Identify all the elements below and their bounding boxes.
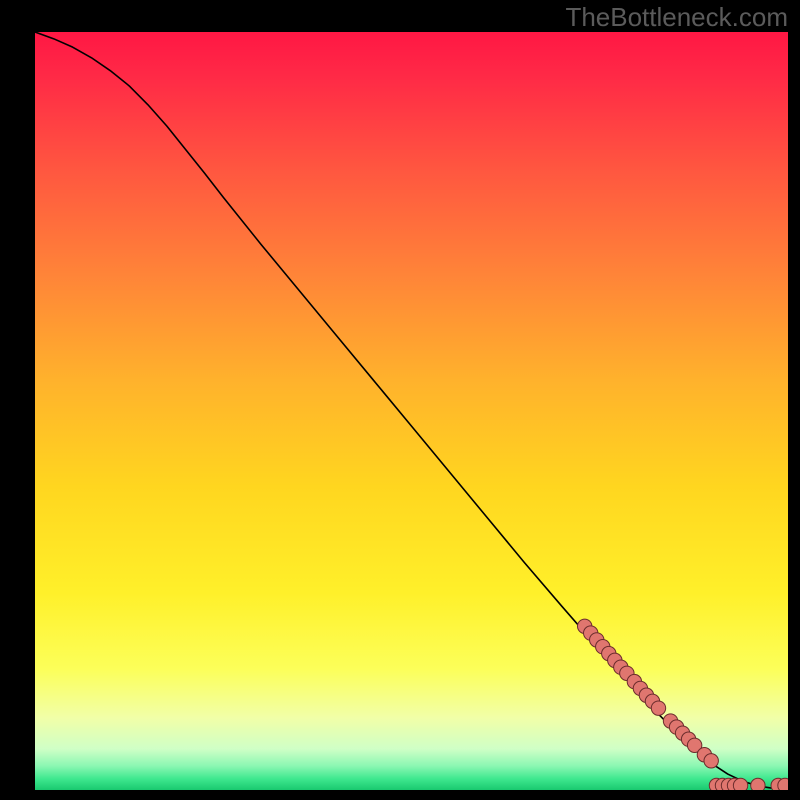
chart-root: TheBottleneck.com — [0, 0, 800, 800]
data-point — [733, 778, 747, 790]
data-point — [704, 754, 718, 768]
data-point — [651, 701, 665, 715]
plot-area — [35, 32, 788, 790]
watermark-label: TheBottleneck.com — [565, 2, 788, 33]
plot-svg — [35, 32, 788, 790]
gradient-background — [35, 32, 788, 790]
data-point — [751, 778, 765, 790]
